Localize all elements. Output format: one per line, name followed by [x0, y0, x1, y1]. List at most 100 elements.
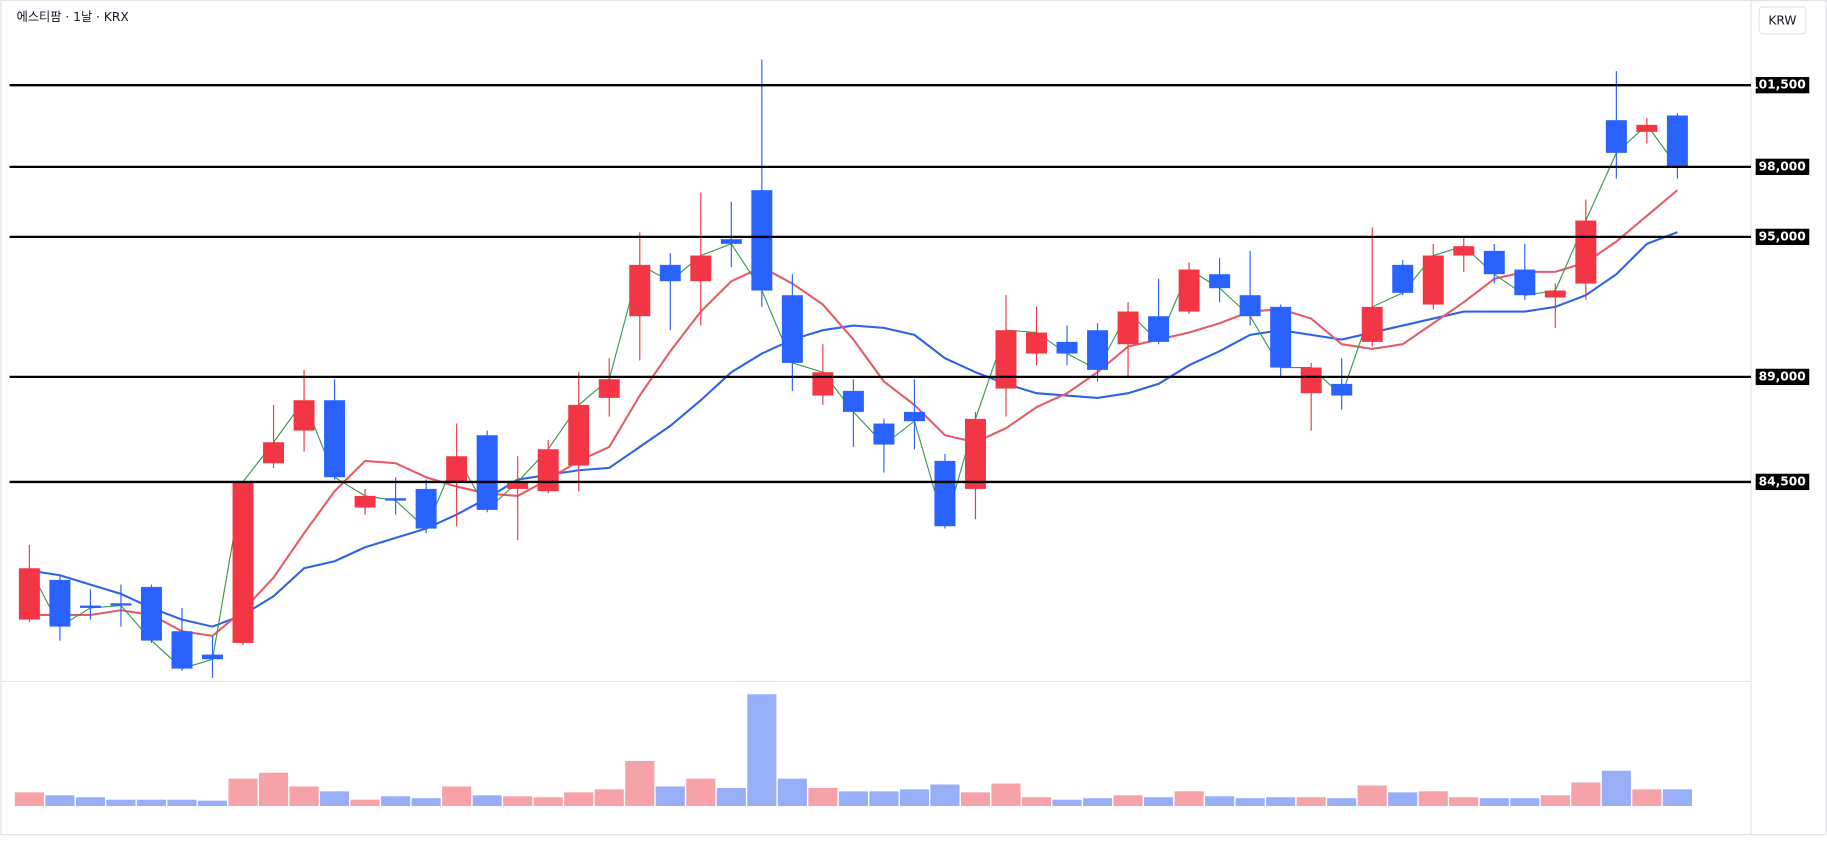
candle-body	[1483, 250, 1505, 275]
candle-body	[690, 255, 712, 282]
volume-bar	[1052, 799, 1082, 807]
candle-body	[324, 400, 346, 478]
candle-body	[1636, 124, 1658, 132]
candle-body	[1331, 383, 1353, 396]
volume-bar	[350, 799, 380, 807]
level-tag	[1755, 77, 1810, 94]
candle-body	[659, 264, 681, 282]
candle-body	[568, 404, 590, 466]
candle-body	[446, 456, 468, 482]
candle-body	[171, 631, 193, 669]
volume-bar	[1662, 789, 1692, 807]
candle-body	[1666, 115, 1688, 167]
candle-body	[629, 264, 651, 317]
volume-bar	[411, 798, 441, 807]
volume-bar	[1113, 795, 1143, 807]
volume-bar	[1357, 785, 1387, 807]
candle-body	[934, 460, 956, 527]
currency[interactable]: KRW	[1768, 13, 1796, 27]
volume-bar	[1449, 797, 1479, 807]
volume-bar	[1296, 797, 1326, 807]
volume-bar	[1479, 798, 1509, 807]
volume-bar	[1388, 792, 1418, 807]
candle-body	[1453, 246, 1475, 256]
candle-body	[1178, 269, 1200, 312]
candle-body	[79, 605, 101, 608]
candle-body	[415, 488, 437, 529]
candle-body	[1239, 295, 1261, 317]
volume-bar	[197, 800, 228, 807]
ma-short-line	[29, 189, 1679, 638]
volume-bar	[1632, 789, 1662, 807]
volume-bar	[289, 786, 319, 807]
candle-body	[293, 400, 315, 431]
candle-body	[1148, 316, 1170, 342]
volume-bar	[594, 789, 624, 807]
candle-body	[1422, 255, 1444, 305]
candle-body	[1209, 274, 1231, 289]
volume-bar	[1082, 798, 1113, 807]
candle-body	[507, 481, 529, 489]
candle-body	[263, 442, 285, 464]
level-label: 98,000	[1759, 159, 1806, 173]
volume-bar	[320, 791, 350, 807]
volume-bar	[1235, 798, 1265, 807]
candle-body	[598, 379, 620, 398]
volume-bar	[503, 796, 533, 807]
candle-body	[140, 586, 162, 641]
volume-bar	[808, 787, 838, 807]
candle-body	[903, 411, 925, 422]
volume-bar	[838, 791, 868, 807]
candle-body	[995, 330, 1017, 389]
volume-bar	[228, 778, 258, 807]
volume-bar	[1144, 797, 1174, 807]
candle-body	[202, 654, 223, 660]
candle-body	[1575, 220, 1597, 284]
level-label: 95,000	[1759, 229, 1806, 243]
volume-bar	[1021, 797, 1052, 807]
level-label: 89,000	[1759, 369, 1806, 383]
candle-body	[812, 372, 834, 396]
level-label: 84,500	[1759, 474, 1806, 488]
candle-body	[354, 495, 376, 508]
candle-body	[781, 295, 803, 363]
candle-body	[1605, 120, 1627, 153]
candle-body	[842, 390, 864, 412]
candle-body	[1087, 330, 1109, 370]
volume-bar	[655, 786, 685, 807]
candle-body	[385, 498, 407, 501]
candle-body	[1117, 311, 1139, 345]
volume-bar	[45, 795, 75, 807]
volume-bar	[1540, 795, 1570, 807]
volume-bar	[991, 783, 1021, 807]
candle-body	[1056, 341, 1078, 354]
candle-body	[1392, 264, 1414, 293]
volume-bar	[14, 792, 44, 807]
volume-bar	[747, 694, 777, 807]
volume-bar	[930, 784, 960, 807]
candle-body	[1300, 367, 1322, 394]
volume-bar	[625, 760, 655, 807]
volume-bar	[899, 789, 929, 807]
currency-box[interactable]	[1758, 6, 1807, 35]
ma-long-line	[29, 231, 1678, 628]
volume-bar	[533, 797, 563, 807]
candle-body	[110, 603, 132, 606]
level-label: 101,500	[1750, 78, 1806, 92]
volume-bar	[686, 778, 716, 807]
volume-bar	[167, 799, 197, 807]
volume-bar	[1571, 782, 1601, 807]
volume-bar	[716, 787, 746, 807]
candle-body	[964, 418, 986, 489]
candle-body	[537, 449, 559, 492]
volume-bar	[136, 799, 167, 807]
volume-bar	[381, 796, 411, 807]
volume-bar	[1174, 791, 1204, 807]
level-tag	[1755, 473, 1810, 491]
candle-body	[1514, 269, 1536, 296]
candle-body	[1026, 332, 1047, 354]
volume-bar	[1327, 798, 1357, 807]
candle-body	[720, 239, 742, 244]
